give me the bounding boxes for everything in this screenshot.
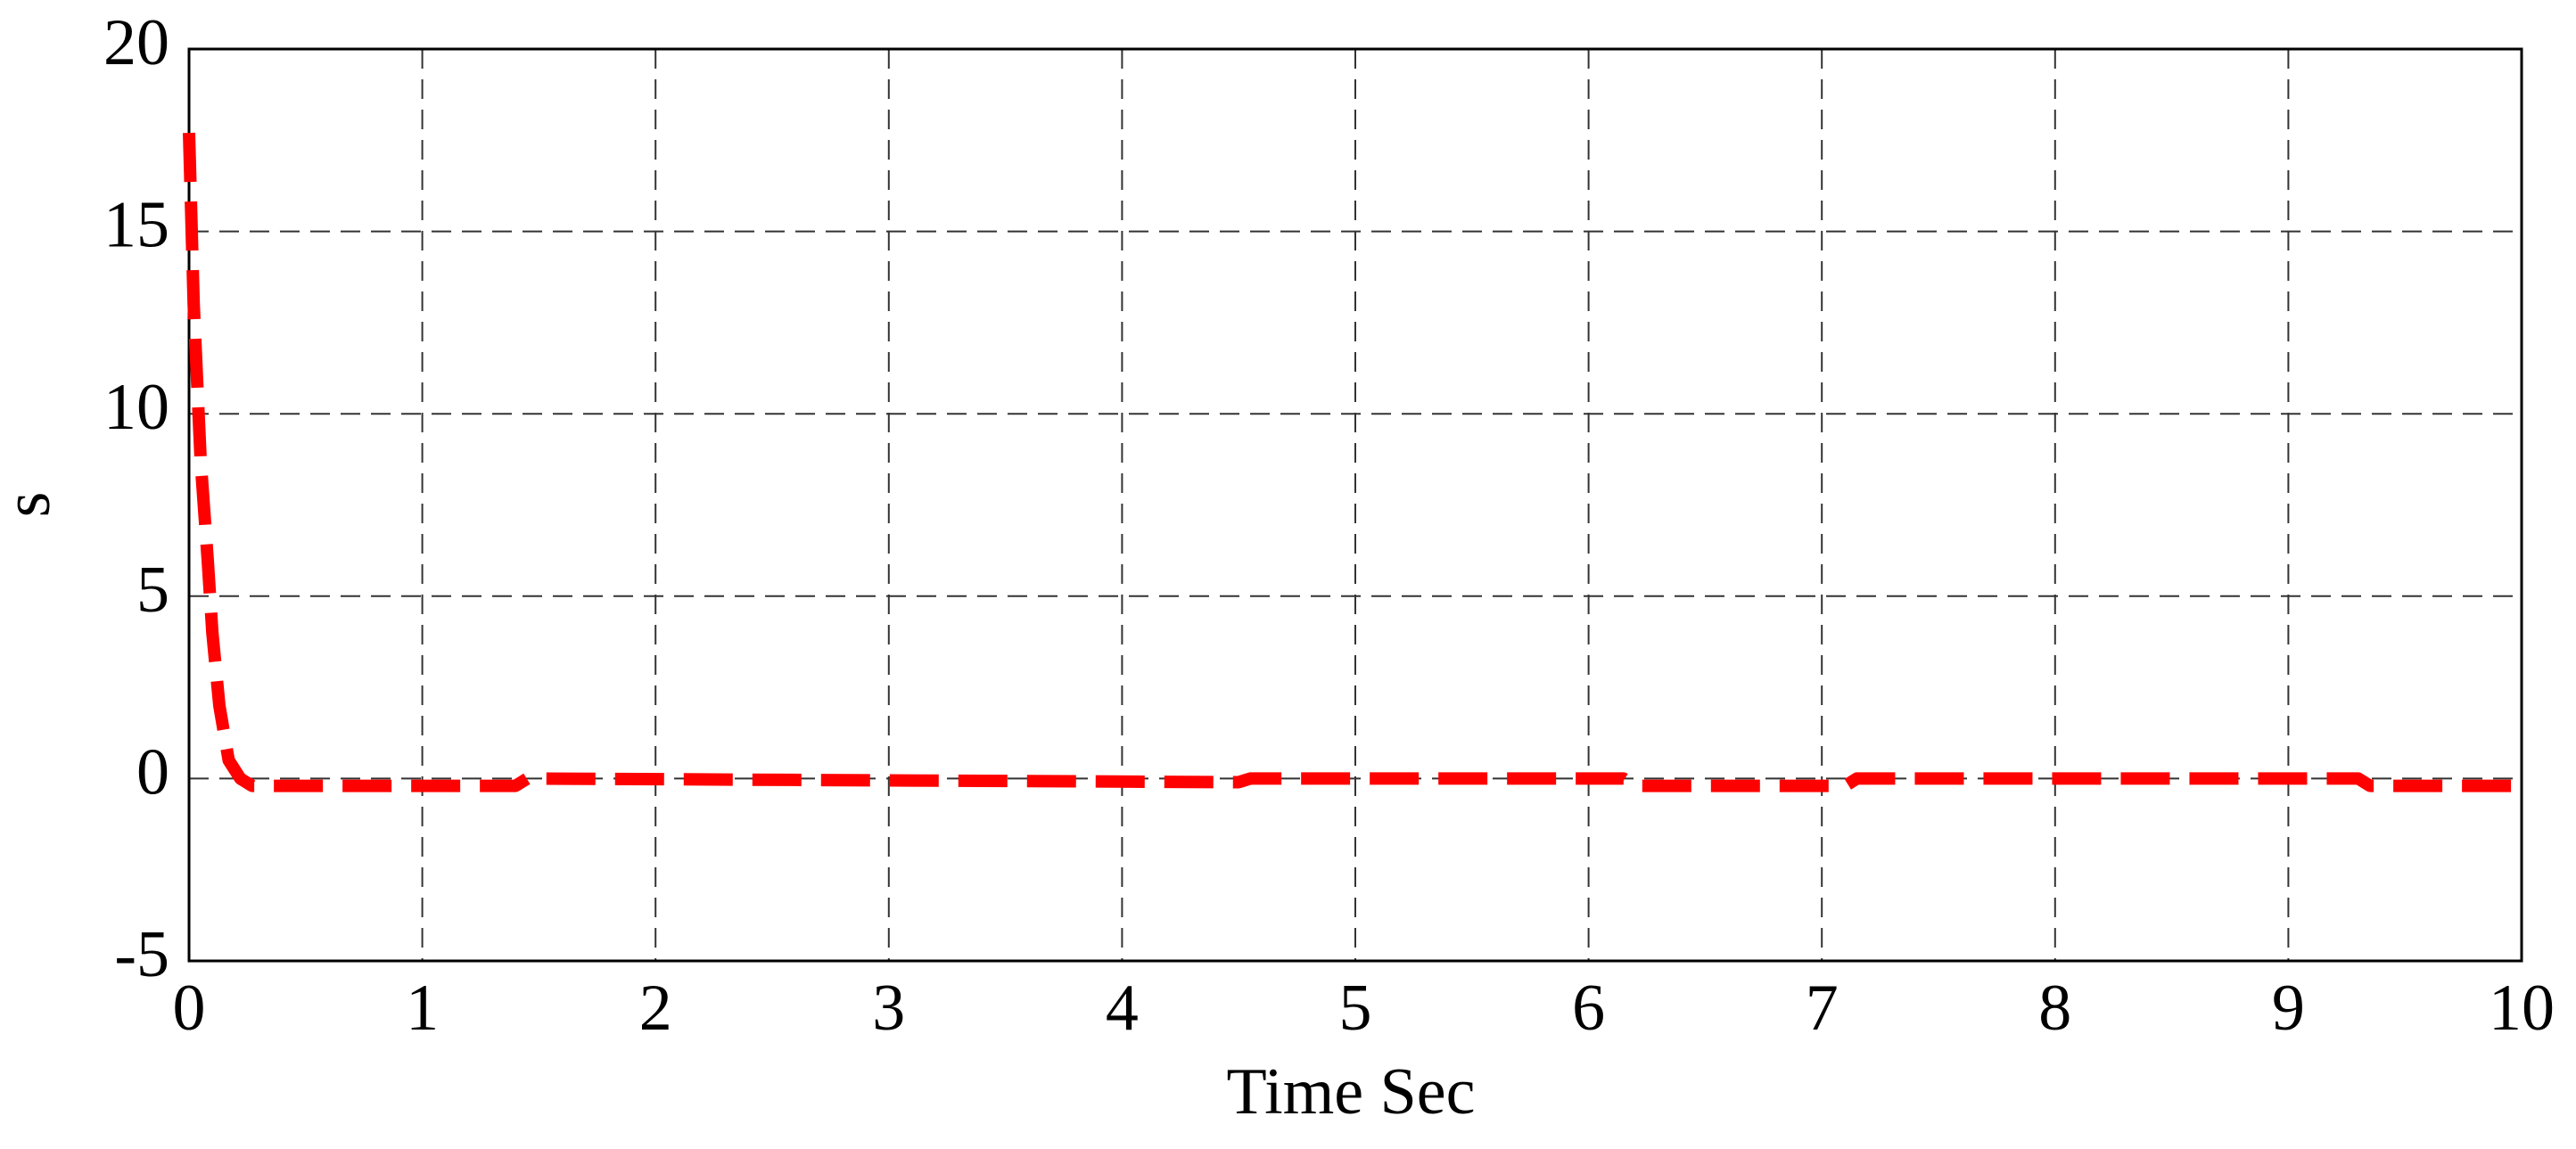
y-tick-label: 5	[136, 554, 169, 627]
x-tick-label: 7	[1806, 972, 1839, 1045]
x-tick-label: 8	[2038, 972, 2071, 1045]
plot-frame	[187, 47, 2523, 963]
x-tick-label: 10	[2489, 972, 2555, 1045]
y-tick-label: 15	[103, 189, 169, 262]
x-tick-label: 4	[1106, 972, 1139, 1045]
x-axis-label: Time Sec	[1227, 1055, 1476, 1128]
y-axis-label: s	[0, 492, 64, 518]
x-tick-label: 9	[2272, 972, 2305, 1045]
y-tick-label: -5	[114, 918, 169, 991]
y-tick-label: 10	[103, 371, 169, 444]
x-tick-label: 6	[1572, 972, 1605, 1045]
data-line	[183, 132, 2522, 792]
x-tick-label: 2	[639, 972, 672, 1045]
x-tick-label: 1	[406, 972, 439, 1045]
y-tick-label: 0	[136, 735, 169, 808]
x-tick-label: 0	[173, 972, 206, 1045]
y-tick-label: 20	[103, 6, 169, 79]
x-tick-label: 5	[1339, 972, 1372, 1045]
x-tick-label: 3	[872, 972, 905, 1045]
